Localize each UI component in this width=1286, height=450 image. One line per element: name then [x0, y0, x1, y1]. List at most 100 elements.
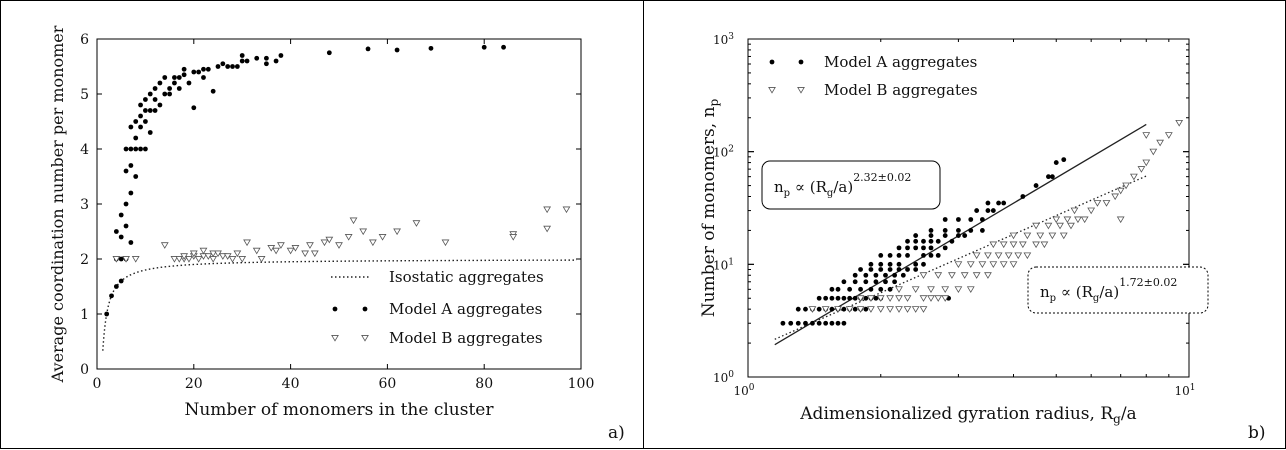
point-model-a — [123, 223, 129, 229]
point-model-a — [863, 306, 869, 312]
point-model-a — [974, 208, 980, 213]
point-model-a — [128, 240, 134, 245]
point-model-b — [1067, 222, 1075, 230]
point-model-a — [878, 261, 884, 267]
point-model-a — [979, 228, 985, 233]
annotation-model-b-label: np ∝ (Rg/a)1.72±0.02 — [1040, 276, 1177, 304]
point-model-b — [1052, 216, 1061, 224]
point-model-a — [852, 272, 858, 278]
y-tick-label: 4 — [80, 142, 89, 158]
legend-marker-model-a — [798, 59, 804, 65]
point-model-a — [795, 306, 801, 312]
point-model-a — [852, 295, 858, 301]
point-model-a — [138, 124, 143, 130]
point-model-a — [878, 267, 884, 272]
point-model-a — [147, 108, 153, 113]
point-model-a — [935, 238, 941, 244]
point-model-b — [368, 239, 377, 247]
point-model-a — [928, 238, 934, 244]
point-model-b — [378, 234, 387, 241]
point-model-a — [921, 261, 926, 267]
point-model-a — [152, 97, 158, 102]
point-model-b — [272, 247, 280, 255]
point-model-a — [887, 286, 893, 292]
point-model-a — [883, 279, 888, 285]
point-model-a — [172, 80, 177, 86]
point-model-a — [868, 261, 874, 267]
point-model-a — [873, 272, 879, 278]
point-model-b — [903, 295, 912, 302]
y-tick-label: 0 — [80, 362, 89, 378]
x-axis-label: Number of monomers in the cluster — [184, 400, 494, 420]
point-model-a — [847, 295, 853, 301]
point-model-b — [301, 250, 310, 258]
series-model-b — [808, 119, 1184, 313]
point-model-b — [228, 256, 237, 263]
point-model-b — [291, 245, 300, 252]
point-model-a — [1053, 160, 1059, 165]
y-tick-label: 101 — [713, 257, 734, 272]
point-model-b — [867, 295, 875, 302]
point-model-a — [863, 295, 869, 301]
point-model-a — [921, 253, 926, 258]
point-model-a — [181, 66, 187, 72]
point-model-b — [209, 250, 218, 258]
y-axis-label: Average coordination number per monomer — [48, 25, 67, 383]
point-model-a — [913, 233, 919, 238]
point-model-a — [143, 146, 148, 152]
legend-marker-model-a — [332, 306, 338, 312]
point-model-a — [167, 91, 173, 97]
point-model-b — [834, 306, 842, 313]
y-tick-label: 5 — [80, 87, 89, 103]
point-model-a — [823, 320, 829, 326]
panel-a: 0 20 40 60 80 100 0 1 2 3 4 5 6 Number of monomers in… — [0, 0, 644, 449]
point-model-b — [876, 306, 885, 313]
point-model-a — [913, 238, 919, 244]
point-model-a — [481, 44, 487, 50]
point-model-a — [823, 295, 829, 301]
point-model-b — [175, 256, 184, 263]
point-model-a — [138, 113, 143, 119]
point-model-b — [189, 250, 198, 258]
point-model-a — [949, 238, 955, 244]
chart-b: 100 101 100 101 102 103 Adimensionalized gyrat… — [699, 32, 1266, 443]
point-model-b — [306, 242, 314, 249]
point-model-a — [942, 233, 948, 238]
point-model-b — [1036, 232, 1045, 240]
point-model-b — [194, 256, 203, 263]
point-model-a — [133, 146, 139, 152]
point-model-a — [133, 119, 139, 124]
point-model-a — [128, 146, 134, 152]
point-model-b — [1009, 261, 1018, 269]
point-model-b — [1048, 232, 1057, 240]
point-model-a — [239, 58, 245, 64]
point-model-a — [956, 217, 961, 222]
point-model-b — [919, 295, 928, 302]
point-model-b — [903, 306, 912, 313]
point-model-b — [277, 242, 285, 249]
point-model-a — [162, 75, 168, 80]
point-model-b — [984, 272, 992, 279]
point-model-a — [186, 80, 192, 86]
point-model-a — [841, 306, 847, 312]
point-model-a — [887, 267, 893, 272]
point-model-b — [999, 241, 1008, 249]
point-model-b — [895, 295, 903, 302]
point-model-b — [310, 250, 319, 258]
point-model-a — [835, 320, 841, 326]
x-tick-label: 0 — [93, 376, 102, 392]
point-model-a — [138, 146, 143, 152]
point-model-a — [191, 105, 197, 111]
series-model-b — [112, 206, 571, 263]
point-model-b — [1032, 241, 1040, 249]
legend-label-model-a: Model A aggregates — [824, 53, 977, 71]
point-model-a — [878, 286, 884, 292]
point-model-a — [896, 267, 902, 272]
point-model-a — [905, 253, 910, 258]
y-tick-label: 1 — [80, 307, 89, 323]
point-model-a — [172, 75, 177, 80]
point-model-b — [412, 220, 421, 227]
point-model-a — [921, 245, 926, 251]
y-tick-label: 6 — [80, 32, 89, 48]
point-model-b — [999, 261, 1008, 269]
